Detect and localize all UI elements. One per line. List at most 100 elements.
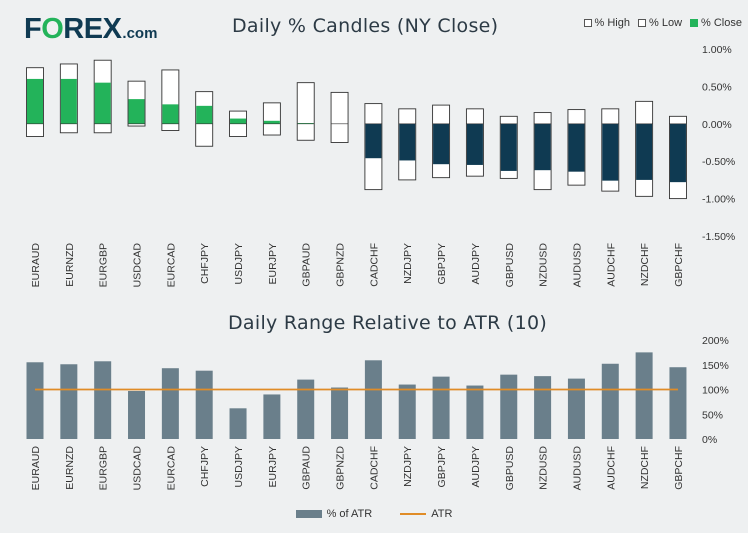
legend-pct-atr: % of ATR — [295, 508, 373, 520]
atr-title: Daily Range Relative to ATR (10) — [228, 312, 548, 334]
candles-xtick-label: NZDUSD — [538, 243, 550, 287]
candle-close-bar — [297, 123, 314, 124]
atr-bar — [331, 387, 349, 439]
atr-xtick-label: AUDCHF — [605, 446, 617, 490]
atr-xtick-label: NZDCHF — [639, 446, 651, 489]
atr-xtick-label: AUDJPY — [470, 446, 482, 487]
candles-ytick-label: 0.00% — [702, 119, 732, 131]
atr-xtick-label: GBPNZD — [335, 446, 347, 490]
candle-close-bar — [466, 123, 483, 165]
candle-close-bar — [196, 105, 213, 124]
candles-xtick-label: USDJPY — [233, 243, 245, 284]
atr-bar — [635, 352, 653, 439]
atr-xtick-label: NZDUSD — [538, 446, 550, 490]
candles-xtick-label: GBPUSD — [504, 243, 516, 288]
atr-bar — [398, 384, 416, 439]
atr-xtick-label: EURNZD — [64, 446, 76, 490]
candles-ytick-label: 1.00% — [702, 44, 732, 56]
candles-title: Daily % Candles (NY Close) — [232, 15, 499, 37]
legend-close-label: % Close — [701, 17, 742, 29]
logo-rex: REX — [63, 13, 122, 45]
atr-xtick-label: EURCAD — [165, 446, 177, 491]
candles-xtick-label: USDCAD — [132, 243, 144, 288]
atr-xtick-label: CADCHF — [368, 446, 380, 490]
atr-xtick-label: GBPJPY — [436, 446, 448, 487]
atr-bar — [466, 385, 484, 439]
candles-xtick-label: EURJPY — [267, 243, 279, 284]
legend-atr-swatch — [400, 513, 427, 515]
candles-legend: % High % Low % Close — [583, 17, 742, 29]
atr-xtick-label: EURJPY — [267, 446, 279, 487]
atr-bar — [364, 360, 382, 439]
atr-legend: % of ATR ATR — [0, 508, 748, 520]
atr-bar — [567, 378, 585, 439]
atr-xtick-label: USDCAD — [132, 446, 144, 491]
candle-close-bar — [534, 123, 551, 171]
atr-bar — [534, 376, 552, 439]
legend-high: % High — [583, 17, 630, 29]
atr-ytick-label: 0% — [702, 434, 717, 446]
candles-xtick-label: EURGBP — [98, 243, 110, 287]
candle-close-bar — [636, 123, 653, 180]
atr-ytick-label: 200% — [702, 335, 729, 347]
candle-close-bar — [433, 123, 450, 165]
candle-close-bar — [568, 123, 585, 172]
legend-low-swatch — [638, 19, 646, 27]
atr-bar — [128, 390, 146, 439]
candle-close-bar — [669, 123, 686, 183]
candles-xtick-label: EURCAD — [165, 243, 177, 288]
atr-bar — [297, 379, 315, 439]
atr-bar — [195, 370, 213, 439]
candle-close-bar — [94, 82, 111, 124]
atr-bar — [432, 376, 450, 439]
candles-xtick-label: CADCHF — [368, 243, 380, 287]
candles-xtick-label: GBPAUD — [301, 243, 313, 287]
atr-xtick-label: NZDJPY — [402, 446, 414, 487]
legend-atr: ATR — [400, 508, 452, 520]
atr-xtick-label: GBPUSD — [504, 446, 516, 491]
candle-close-bar — [263, 120, 280, 124]
candles-xtick-label: NZDJPY — [402, 243, 414, 284]
legend-pct-atr-label: % of ATR — [326, 508, 373, 520]
atr-ytick-label: 50% — [702, 409, 723, 421]
candle-range-box — [262, 102, 281, 136]
atr-xtick-label: GBPAUD — [301, 446, 313, 490]
atr-ytick-label: 150% — [702, 360, 729, 372]
candle-close-bar — [162, 104, 179, 124]
atr-bar — [229, 408, 247, 439]
atr-xtick-label: USDJPY — [233, 446, 245, 487]
atr-xtick-label: GBPCHF — [673, 446, 685, 490]
legend-low-label: % Low — [649, 17, 683, 29]
legend-pct-atr-swatch — [295, 510, 322, 518]
atr-xtick-label: EURGBP — [98, 446, 110, 490]
atr-xtick-label: CHFJPY — [199, 446, 211, 487]
candle-close-bar — [27, 78, 43, 124]
atr-xtick-label: AUDUSD — [571, 446, 583, 491]
candles-xtick-label: GBPJPY — [436, 243, 448, 284]
candles-xtick-label: GBPNZD — [335, 243, 347, 287]
candles-ytick-label: -1.00% — [702, 194, 735, 206]
candle-range-box — [330, 91, 349, 143]
atr-bar — [601, 363, 619, 439]
candles-xtick-label: NZDCHF — [639, 243, 651, 286]
legend-close: % Close — [690, 17, 742, 29]
legend-high-swatch — [583, 19, 592, 27]
atr-bar — [26, 362, 44, 439]
candles-ytick-label: -1.50% — [702, 231, 735, 243]
candles-xtick-label: GBPCHF — [673, 243, 685, 287]
candle-close-bar — [60, 78, 77, 124]
candle-close-bar — [365, 123, 382, 159]
atr-bar — [94, 361, 112, 439]
candles-xtick-label: EURNZD — [64, 243, 76, 287]
atr-bar — [161, 368, 179, 439]
atr-bar — [60, 364, 78, 439]
atr-bar — [500, 374, 518, 439]
candles-xtick-label: CHFJPY — [199, 243, 211, 284]
atr-bar — [669, 367, 687, 439]
candles-ytick-label: 0.50% — [702, 81, 732, 93]
atr-ytick-label: 100% — [702, 385, 729, 397]
candle-close-bar — [602, 123, 619, 181]
legend-atr-label: ATR — [431, 508, 453, 520]
